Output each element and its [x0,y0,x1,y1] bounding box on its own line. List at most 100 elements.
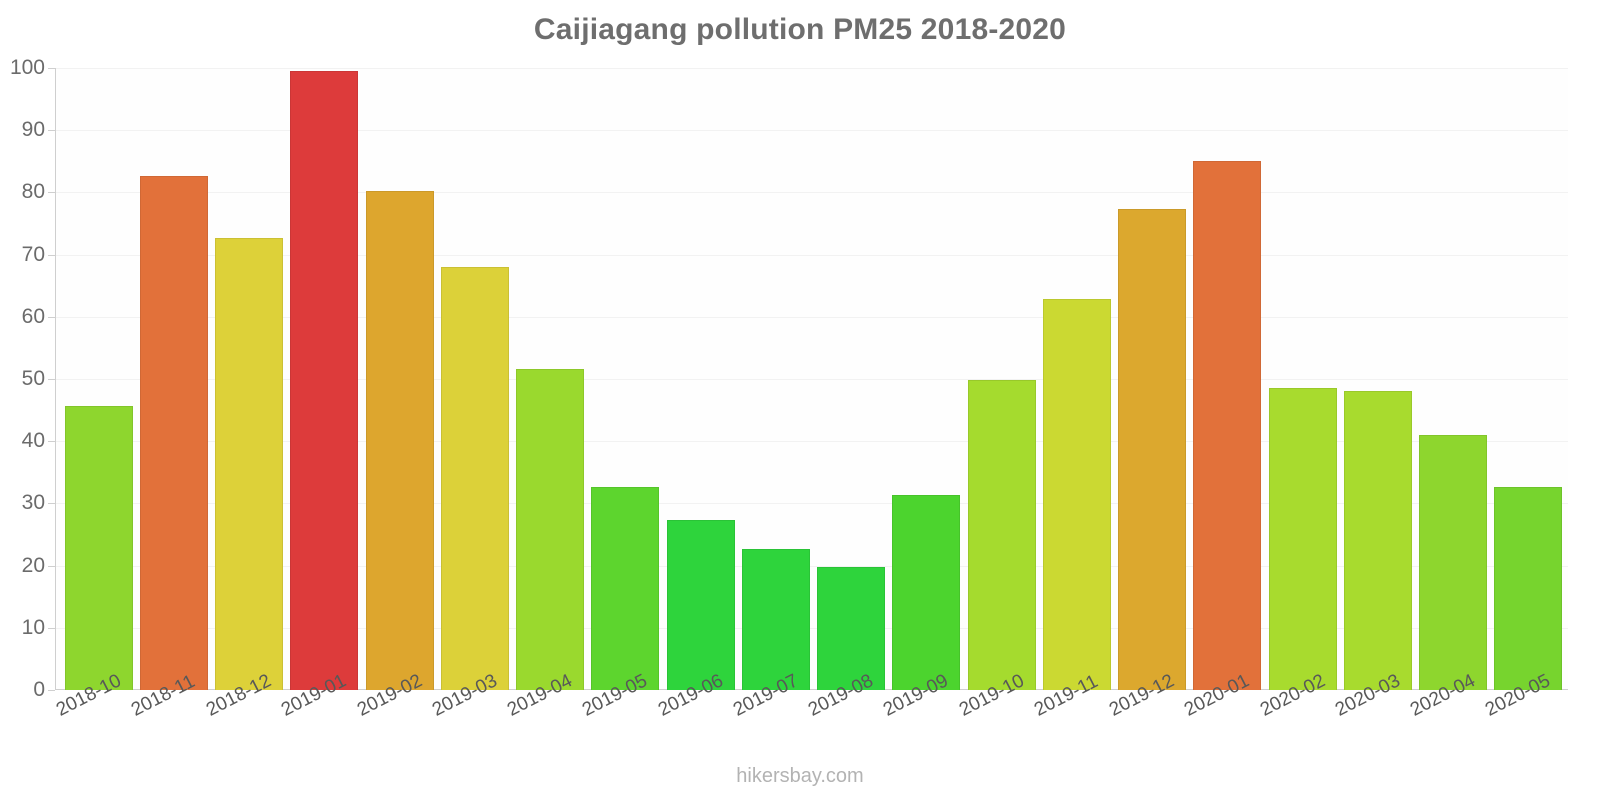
bar[interactable] [64,405,133,690]
gridline [55,254,1568,256]
bar-slot [1340,68,1415,690]
bar[interactable] [892,494,961,690]
bar-slot [1265,68,1340,690]
bar[interactable] [817,566,886,690]
bar[interactable] [1193,161,1262,690]
bar[interactable] [741,549,810,690]
y-tick-label: 40 [21,429,45,453]
y-tick-mark [48,690,55,691]
bar-slot [136,68,211,690]
bar-slot [513,68,588,690]
bar[interactable] [1042,298,1111,690]
y-tick-mark [48,130,55,132]
x-tick-slot: 2019-09 [880,670,964,764]
x-tick-slot: 2019-01 [278,670,362,764]
gridline [55,68,1568,69]
x-tick-slot: 2020-03 [1332,670,1415,764]
x-tick-slot: 2020-04 [1407,670,1491,764]
x-axis-line [55,689,1568,690]
gridline [55,130,1568,132]
x-tick-slot: 2018-11 [128,671,211,764]
bar-series [55,68,1568,690]
y-tick-mark [48,316,55,318]
gridline [55,503,1568,505]
y-tick-label: 0 [33,678,45,701]
y-tick-label: 50 [21,367,45,390]
x-axis-labels: 2018-10 2018-11 2018-12 2019-01 2019-02 2019-… [53,670,1568,764]
bar-slot [889,68,964,690]
y-axis-line [55,68,56,690]
y-tick-label: 60 [21,304,45,328]
gridline [55,192,1568,194]
x-tick-slot: 2019-12 [1106,670,1190,764]
x-tick-slot: 2019-03 [429,670,512,764]
y-tick-label: 70 [21,242,45,266]
bar-slot [1190,68,1265,690]
bar-slot [1491,68,1566,690]
bar-slot [1115,68,1190,690]
y-tick-mark [48,565,55,567]
x-tick-slot: 2020-05 [1482,670,1566,764]
x-tick-slot: 2019-07 [730,670,813,764]
plot-area [48,68,1568,691]
bar-slot [212,68,287,690]
x-tick-slot: 2018-10 [53,670,136,764]
x-tick-slot: 2020-01 [1181,670,1265,764]
bar[interactable] [365,191,434,690]
bar-slot [1416,68,1491,690]
gridline [55,379,1568,380]
y-tick-label: 80 [21,180,45,204]
gridline [55,441,1568,443]
bar[interactable] [139,175,208,690]
y-tick-mark [48,503,55,505]
y-tick-mark [48,68,55,69]
y-tick-label: 10 [21,615,45,639]
bar-slot [61,68,136,690]
page-title: Caijiagang pollution PM25 2018-2020 [533,13,1067,46]
x-tick-slot: 2020-02 [1257,670,1340,764]
bar[interactable] [1118,209,1187,690]
bar-slot [287,68,362,690]
bar[interactable] [1494,486,1563,690]
bar-slot [1039,68,1114,690]
bar[interactable] [1419,434,1488,690]
bar-slot [964,68,1039,690]
gridline [55,627,1568,629]
gridline [55,316,1568,318]
bar[interactable] [440,267,509,690]
bar[interactable] [591,487,660,690]
bar-slot [437,68,512,690]
bar-slot [738,68,813,690]
y-tick-label: 20 [21,553,45,577]
y-tick-label: 100 [9,56,45,79]
bar-slot [362,68,437,690]
y-tick-mark [48,627,55,629]
x-tick-slot: 2019-08 [805,670,889,764]
y-tick-mark [48,441,55,443]
bar[interactable] [290,71,359,690]
y-tick-mark [48,254,55,256]
x-tick-slot: 2019-11 [1031,671,1114,764]
bar[interactable] [967,379,1036,690]
y-tick-label: 30 [21,491,45,515]
y-tick-mark [48,192,55,194]
x-tick-slot: 2019-10 [956,670,1039,764]
x-tick-slot: 2019-05 [579,670,663,764]
x-tick-slot: 2019-02 [354,670,437,764]
x-tick-slot: 2018-12 [203,670,287,764]
gridline [55,565,1568,567]
x-tick-slot: 2019-06 [655,670,738,764]
bar-slot [663,68,738,690]
y-tick-label: 90 [21,118,45,142]
y-tick-mark [48,379,55,380]
bar[interactable] [666,520,735,690]
x-tick-slot: 2019-04 [504,670,588,764]
bar[interactable] [1343,391,1412,690]
bar[interactable] [215,238,284,690]
bar-slot [814,68,889,690]
bar[interactable] [1268,388,1337,690]
bar[interactable] [516,369,585,690]
bar-slot [588,68,663,690]
watermark-text: hikersbay.com [736,765,864,787]
